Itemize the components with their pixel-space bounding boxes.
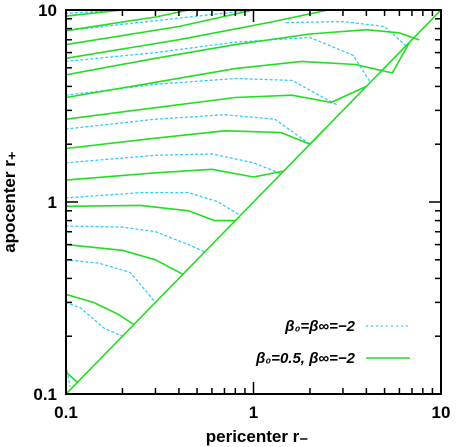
curve-solid-9 bbox=[66, 10, 329, 60]
x-tick-label: 0.1 bbox=[54, 403, 78, 422]
curve-dotted-9 bbox=[66, 10, 255, 32]
curve-solid-5 bbox=[66, 126, 328, 150]
x-tick-label: 1 bbox=[249, 403, 258, 422]
curve-dotted-11 bbox=[285, 20, 407, 47]
curve-dotted-4 bbox=[66, 191, 241, 217]
curve-dotted-2 bbox=[66, 259, 157, 304]
curve-dotted-8 bbox=[66, 36, 372, 83]
curve-solid-1 bbox=[66, 293, 135, 326]
series-layer bbox=[66, 10, 441, 394]
legend-label: β₀=0.5, β∞=−2 bbox=[255, 350, 356, 367]
curve-dotted-0 bbox=[66, 365, 71, 387]
curve-solid-6 bbox=[66, 85, 368, 120]
curve-solid-4 bbox=[66, 168, 285, 181]
tick-layer: 0.1 1 10 0.1 1 10 bbox=[33, 1, 450, 422]
curve-solid-0 bbox=[66, 371, 79, 384]
curve-solid-2 bbox=[66, 243, 184, 276]
y-axis-title: apocenter r₊ bbox=[0, 151, 19, 253]
curve-solid-8 bbox=[66, 28, 420, 76]
y-tick-label: 0.1 bbox=[33, 385, 57, 404]
legend: β₀=β∞=−2 β₀=0.5, β∞=−2 bbox=[255, 318, 410, 367]
y-tick-label: 1 bbox=[48, 193, 57, 212]
x-tick-label: 10 bbox=[432, 403, 451, 422]
curve-solid-3 bbox=[66, 204, 237, 222]
curve-solid-13 bbox=[66, 10, 441, 394]
x-axis-title: pericenter r₋ bbox=[206, 427, 309, 446]
y-tick-label: 10 bbox=[38, 1, 57, 20]
curve-solid-10 bbox=[66, 10, 255, 46]
series-solid bbox=[66, 10, 441, 394]
curve-dotted-3 bbox=[66, 225, 206, 253]
curve-dotted-6 bbox=[66, 114, 311, 145]
curve-solid-11 bbox=[66, 10, 190, 32]
curve-solid-12 bbox=[66, 10, 124, 17]
curve-dotted-1 bbox=[66, 301, 124, 337]
curve-solid-7 bbox=[66, 41, 411, 99]
legend-label: β₀=β∞=−2 bbox=[284, 318, 356, 335]
curve-dotted-5 bbox=[66, 153, 282, 175]
